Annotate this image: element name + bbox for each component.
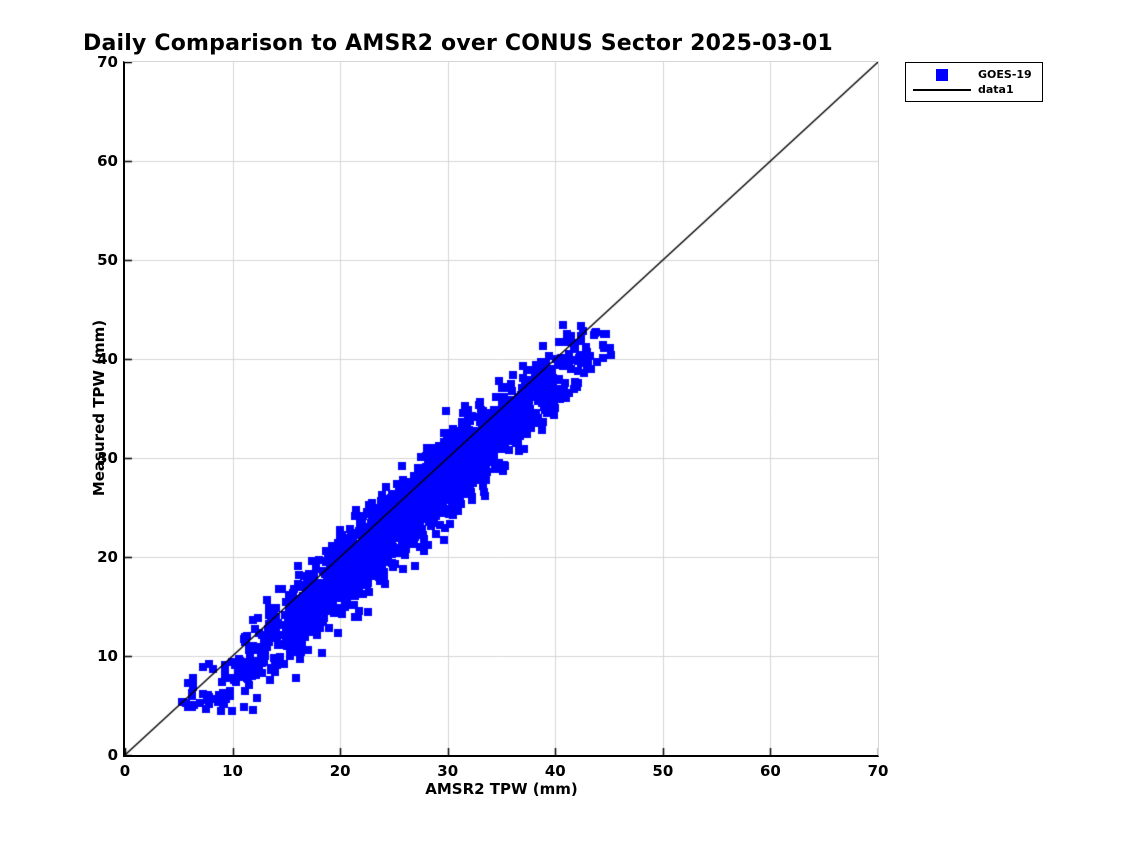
y-tick-label: 30 — [97, 449, 118, 467]
scatter-canvas — [125, 62, 878, 755]
x-tick-labels: 0 10 20 30 40 50 60 70 — [0, 762, 1135, 782]
line-swatch-icon — [913, 88, 971, 91]
square-marker-icon — [936, 68, 948, 81]
x-tick-label: 70 — [867, 762, 889, 780]
y-tick-label: 70 — [97, 53, 118, 71]
y-tick-label: 20 — [97, 548, 118, 566]
y-tick-label: 50 — [97, 251, 118, 269]
y-tick-label: 0 — [107, 746, 118, 764]
legend-label-data1: data1 — [978, 83, 1014, 96]
legend-row-data1: data1 — [906, 82, 1042, 97]
chart-title: Daily Comparison to AMSR2 over CONUS Sec… — [83, 31, 833, 56]
x-tick-label: 60 — [759, 762, 781, 780]
x-tick-label: 40 — [544, 762, 566, 780]
legend-label-goes19: GOES-19 — [978, 68, 1032, 81]
plot-area — [123, 61, 879, 757]
x-tick-label: 30 — [437, 762, 459, 780]
y-tick-label: 40 — [97, 350, 118, 368]
x-axis-label: AMSR2 TPW (mm) — [425, 780, 578, 798]
x-tick-label: 50 — [652, 762, 674, 780]
y-tick-label: 10 — [97, 647, 118, 665]
x-tick-label: 0 — [119, 762, 131, 780]
y-tick-labels: 0 10 20 30 40 50 60 70 — [58, 0, 118, 851]
legend: GOES-19 data1 — [905, 62, 1043, 102]
y-tick-label: 60 — [97, 152, 118, 170]
legend-row-goes19: GOES-19 — [906, 67, 1042, 82]
x-tick-label: 20 — [329, 762, 351, 780]
x-tick-label: 10 — [222, 762, 243, 780]
